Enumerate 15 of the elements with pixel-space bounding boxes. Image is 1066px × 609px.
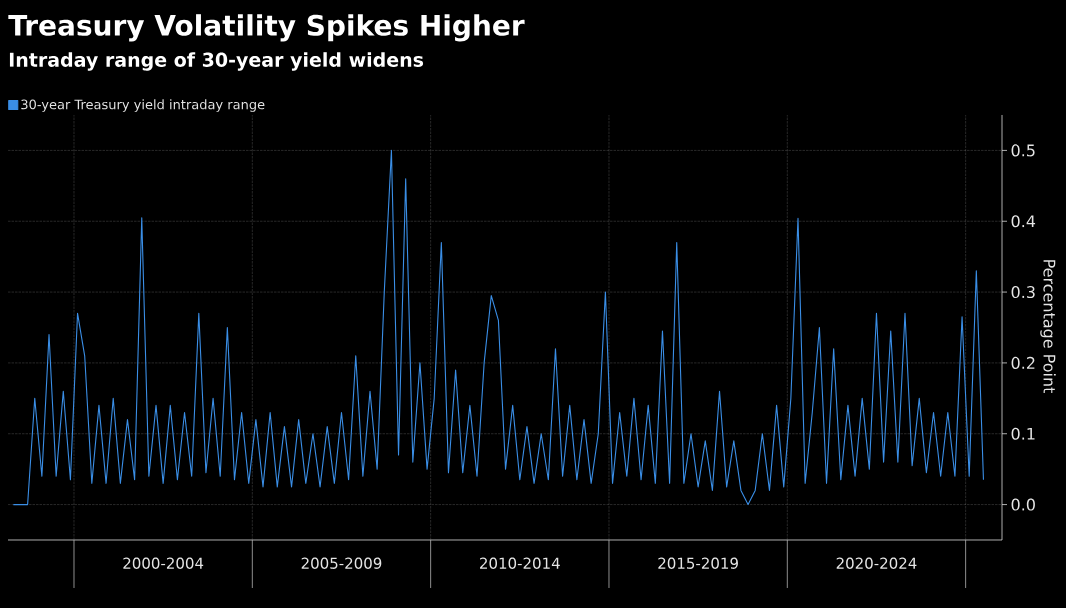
legend-label: 30-year Treasury yield intraday range bbox=[21, 99, 265, 112]
x-tick-label: 2005-2009 bbox=[301, 557, 382, 569]
chart-subtitle: Intraday range of 30-year yield widens bbox=[9, 52, 424, 71]
x-tick-label: 2000-2004 bbox=[123, 557, 204, 569]
x-tick-label: 2015-2019 bbox=[658, 557, 738, 569]
y-tick-label: 0.3 bbox=[1011, 286, 1035, 299]
y-tick-label: 0.5 bbox=[1011, 144, 1035, 157]
y-tick-label: 0.0 bbox=[1011, 498, 1035, 511]
x-tick-label: 2010-2014 bbox=[480, 557, 560, 569]
y-tick-label: 0.4 bbox=[1011, 215, 1036, 228]
y-tick-label: 0.1 bbox=[1011, 427, 1035, 440]
chart-title: Treasury Volatility Spikes Higher bbox=[8, 14, 525, 42]
y-tick-label: 0.2 bbox=[1011, 356, 1035, 370]
x-tick-label: 2020-2024 bbox=[836, 557, 917, 569]
y-axis-title: Percentage Point bbox=[1040, 260, 1056, 394]
